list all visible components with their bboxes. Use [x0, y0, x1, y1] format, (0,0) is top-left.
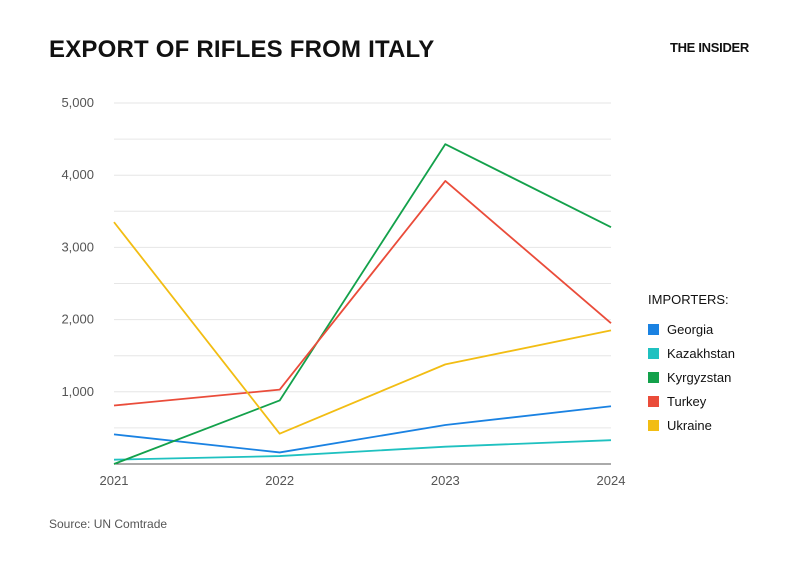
- legend-item-turkey: Turkey: [648, 389, 735, 413]
- series-line-turkey: [113, 180, 612, 407]
- legend-item-georgia: Georgia: [648, 317, 735, 341]
- legend-item-kazakhstan: Kazakhstan: [648, 341, 735, 365]
- y-tick-label: 4,000: [61, 167, 94, 182]
- source-note: Source: UN Comtrade: [49, 517, 168, 531]
- y-tick-label: 1,000: [61, 384, 94, 399]
- legend-items: Georgia Kazakhstan Kyrgyzstan Turkey Ukraine: [648, 317, 735, 437]
- y-tick-label: 3,000: [61, 239, 94, 254]
- legend-swatch: [648, 395, 659, 407]
- legend-label: Turkey: [667, 393, 707, 409]
- y-axis-ticks: 1,000 2,000 3,000 4,000 5,000: [61, 95, 94, 399]
- x-tick-label: 2023: [431, 473, 460, 488]
- gridlines: [114, 102, 611, 429]
- x-tick-label: 2024: [597, 473, 626, 488]
- legend-title: IMPORTERS:: [648, 292, 729, 307]
- legend-swatch: [648, 371, 659, 383]
- x-axis-ticks: 2021 2022 2023 2024: [100, 473, 626, 488]
- legend-label: Ukraine: [667, 417, 712, 433]
- x-tick-label: 2021: [100, 473, 129, 488]
- series-line-kazakhstan: [113, 439, 612, 461]
- series-line-ukraine: [113, 221, 612, 435]
- x-tick-label: 2022: [265, 473, 294, 488]
- legend-item-kyrgyzstan: Kyrgyzstan: [648, 365, 735, 389]
- legend-swatch: [648, 347, 659, 359]
- legend-swatch: [648, 419, 659, 431]
- brand-logo: THE INSIDER: [669, 40, 749, 55]
- legend: IMPORTERS: Georgia Kazakhstan Kyrgyzstan Tu…: [648, 292, 735, 437]
- legend-item-ukraine: Ukraine: [648, 413, 735, 437]
- legend-label: Kazakhstan: [667, 345, 735, 361]
- series-line-georgia: [113, 405, 612, 454]
- chart-title: EXPORT OF RIFLES FROM ITALY: [49, 36, 435, 63]
- y-tick-label: 5,000: [61, 95, 94, 110]
- series-line-kyrgyzstan: [113, 143, 612, 465]
- y-tick-label: 2,000: [61, 312, 94, 327]
- series-lines: [113, 143, 612, 465]
- legend-swatch: [648, 323, 659, 335]
- legend-label: Kyrgyzstan: [667, 369, 732, 385]
- legend-label: Georgia: [667, 321, 714, 337]
